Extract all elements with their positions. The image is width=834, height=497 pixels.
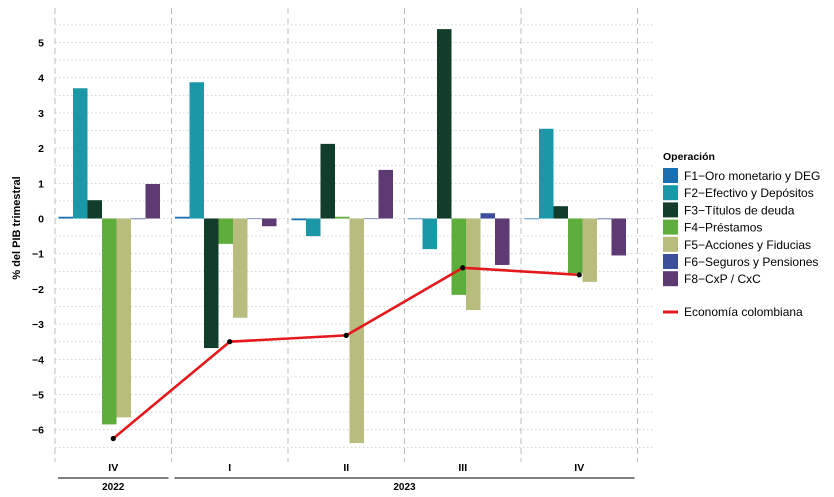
bar [451, 218, 466, 295]
y-tick-label: −2 [32, 284, 44, 296]
legend-label: F3−Títulos de deuda [684, 203, 795, 217]
y-tick-label: 1 [38, 178, 44, 190]
bar [408, 218, 423, 220]
bar [102, 218, 117, 425]
bar [349, 218, 364, 444]
bar [247, 218, 262, 220]
bar-layer [58, 29, 626, 444]
bar [262, 218, 277, 227]
bar [291, 218, 306, 221]
bar [73, 88, 88, 219]
legend-label: F2−Efectivo y Depósitos [684, 186, 814, 200]
line-point [576, 272, 582, 278]
line-point [343, 332, 349, 338]
bar [539, 128, 554, 219]
line-point [227, 339, 233, 345]
legend-label: F1−Oro monetario y DEG [684, 169, 820, 183]
x-tick-label: I [228, 462, 231, 474]
year-label: 2022 [102, 482, 125, 492]
bar [131, 218, 146, 220]
y-tick-label: 4 [38, 73, 44, 85]
legend: Operación F1−Oro monetario y DEG F2−Efect… [663, 151, 820, 319]
bar [553, 206, 568, 219]
bar [582, 218, 597, 282]
bar [218, 218, 233, 244]
bar [597, 218, 612, 220]
bar [437, 29, 452, 219]
legend-title: Operación [663, 151, 715, 163]
bar [233, 218, 248, 318]
bar [480, 213, 495, 219]
bar [568, 218, 583, 274]
bar [204, 218, 219, 349]
x-tick-label: IV [574, 462, 584, 474]
legend-label: F6−Seguros y Pensiones [684, 255, 818, 269]
y-tick-label: 2 [38, 143, 44, 155]
y-tick-label: −4 [32, 354, 44, 366]
legend-swatch [663, 185, 678, 201]
bar [175, 216, 190, 219]
line-layer [110, 265, 582, 442]
bar [364, 218, 379, 220]
legend-swatch [663, 271, 678, 287]
bar [611, 218, 626, 256]
x-tick-label: III [458, 462, 467, 474]
bar [87, 200, 102, 219]
y-tick-label: 5 [38, 38, 44, 50]
y-tick-label: −6 [32, 425, 44, 437]
bar [58, 216, 73, 219]
bar [306, 218, 321, 237]
legend-label: F4−Préstamos [684, 221, 762, 235]
legend-label: F5−Acciones y Fiducias [684, 238, 811, 252]
year-label: 2023 [393, 482, 416, 492]
bar [189, 82, 204, 219]
y-tick-label: −1 [32, 249, 44, 261]
legend-swatch [663, 219, 678, 235]
legend-label: F8−CxP / CxC [684, 272, 761, 286]
bar [116, 218, 131, 418]
y-tick-label: 3 [38, 108, 44, 120]
bar [422, 218, 437, 250]
y-tick-label: −3 [32, 319, 44, 331]
legend-swatch [663, 168, 678, 183]
bar [378, 169, 393, 219]
legend-swatch [663, 236, 678, 252]
line-point [460, 265, 466, 271]
line-point [110, 435, 116, 442]
y-axis-label: % del PIB trimestral [11, 176, 23, 279]
x-tick-label: II [343, 462, 349, 474]
bar [524, 218, 539, 220]
bar [335, 216, 350, 219]
x-tick-label: IV [108, 462, 118, 474]
legend-line-label: Economía colombiana [684, 305, 803, 319]
legend-swatch [663, 254, 678, 269]
bar [320, 143, 335, 219]
legend-swatch [663, 202, 678, 218]
bar [466, 218, 481, 311]
line-series [112, 266, 580, 440]
bar [145, 184, 160, 219]
bar [495, 218, 510, 265]
y-tick-label: −5 [32, 390, 44, 402]
y-tick-label: 0 [38, 214, 44, 226]
